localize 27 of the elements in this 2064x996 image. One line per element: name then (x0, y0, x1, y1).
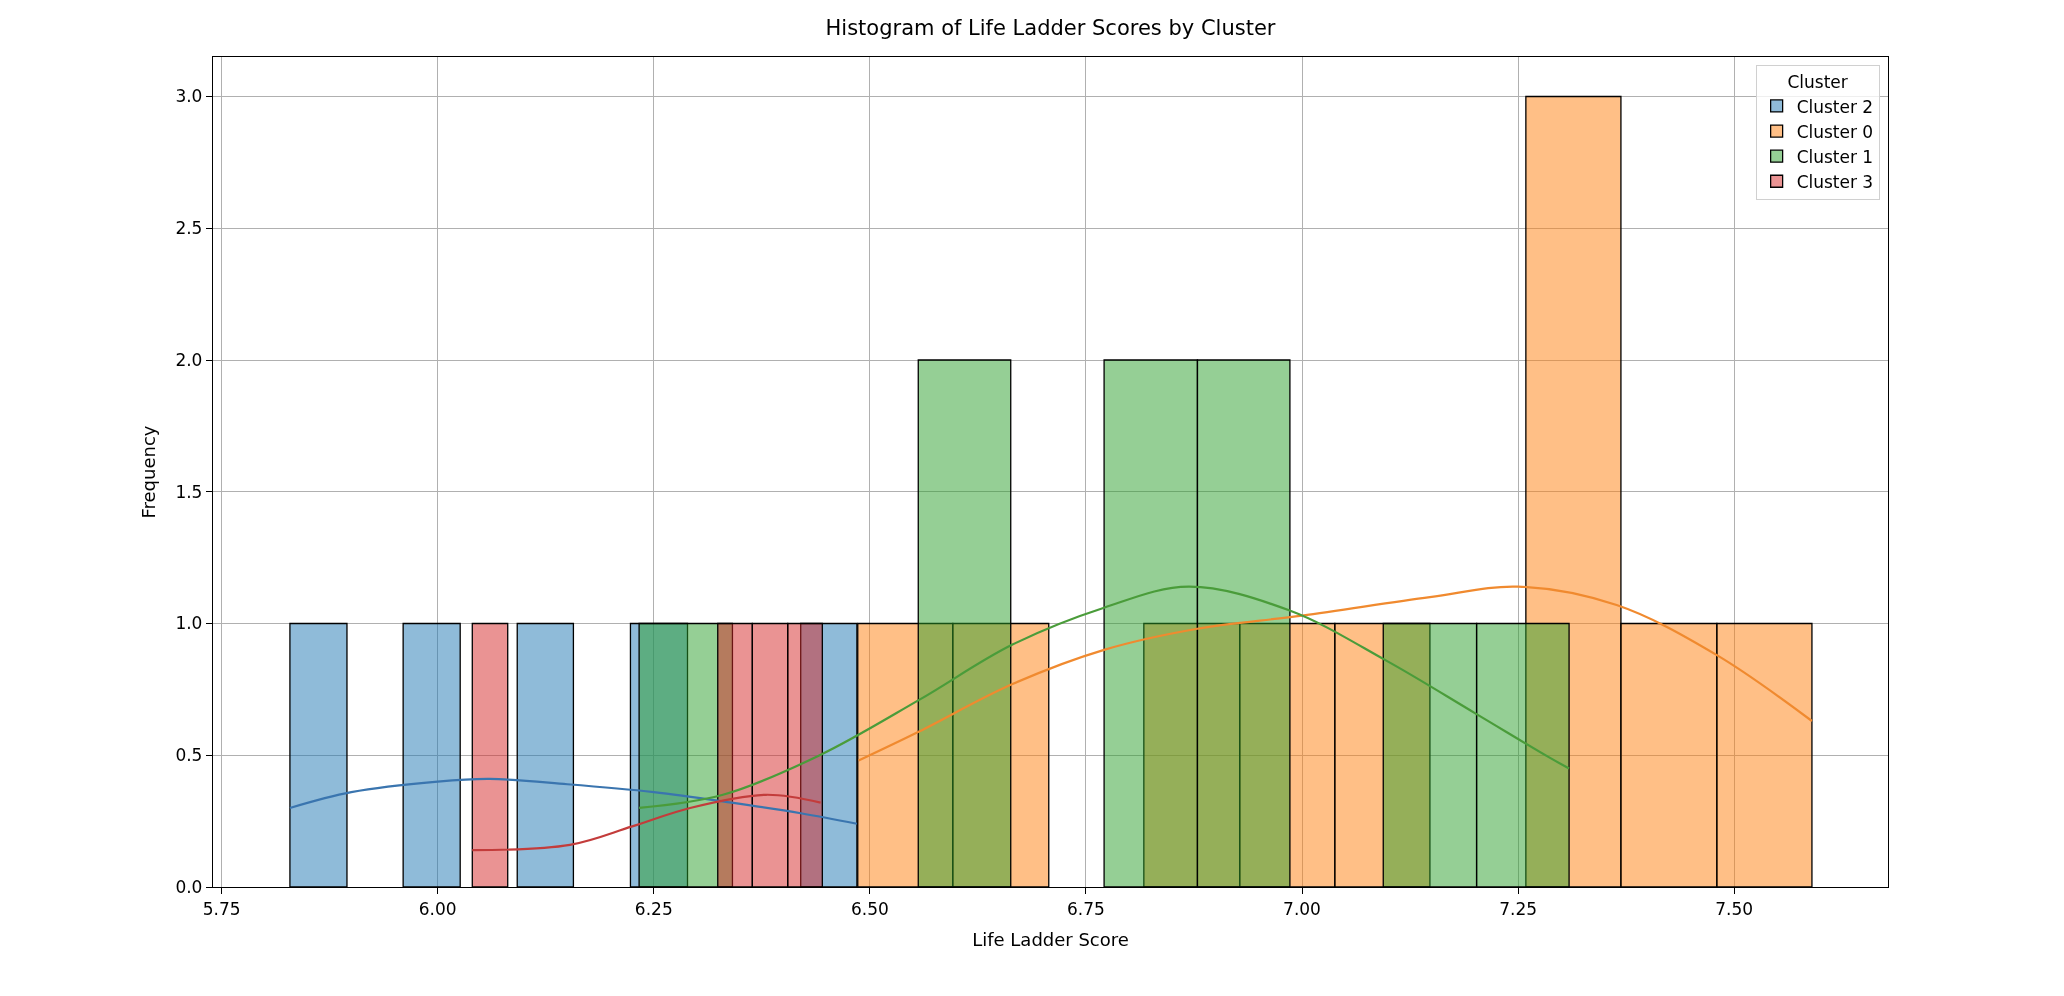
legend-label: Cluster 1 (1796, 146, 1874, 167)
x-tick-label: 5.75 (202, 898, 241, 919)
line-series (471, 793, 822, 852)
legend-label: Cluster 2 (1796, 96, 1874, 117)
y-tick-label: 0.0 (175, 876, 203, 897)
y-axis-title: Frequency (137, 425, 159, 519)
legend-title: Cluster (1787, 72, 1848, 93)
y-tick-label: 2.5 (175, 218, 203, 239)
y-tick-label: 2.0 (175, 349, 203, 370)
y-tick-label: 0.5 (175, 745, 203, 766)
x-tick-label: 6.25 (634, 898, 673, 919)
legend-label: Cluster 0 (1796, 121, 1874, 142)
line-series (288, 777, 858, 825)
legend-label: Cluster 3 (1796, 171, 1874, 192)
line-series (638, 585, 1571, 810)
y-tick-label: 1.5 (175, 481, 203, 502)
x-tick-label: 7.25 (1499, 898, 1538, 919)
x-tick-label: 6.75 (1067, 898, 1105, 919)
y-tick-label: 1.0 (175, 613, 203, 634)
y-tick-label: 3.0 (175, 86, 203, 107)
x-tick-label: 7.50 (1715, 898, 1754, 919)
x-axis-title: Life Ladder Score (972, 928, 1129, 950)
x-tick-label: 7.00 (1283, 898, 1321, 919)
x-tick-label: 6.50 (850, 898, 889, 919)
x-tick-label: 6.00 (418, 898, 457, 919)
chart-title: Histogram of Life Ladder Scores by Cluster (825, 15, 1276, 40)
line-series (857, 585, 1814, 762)
